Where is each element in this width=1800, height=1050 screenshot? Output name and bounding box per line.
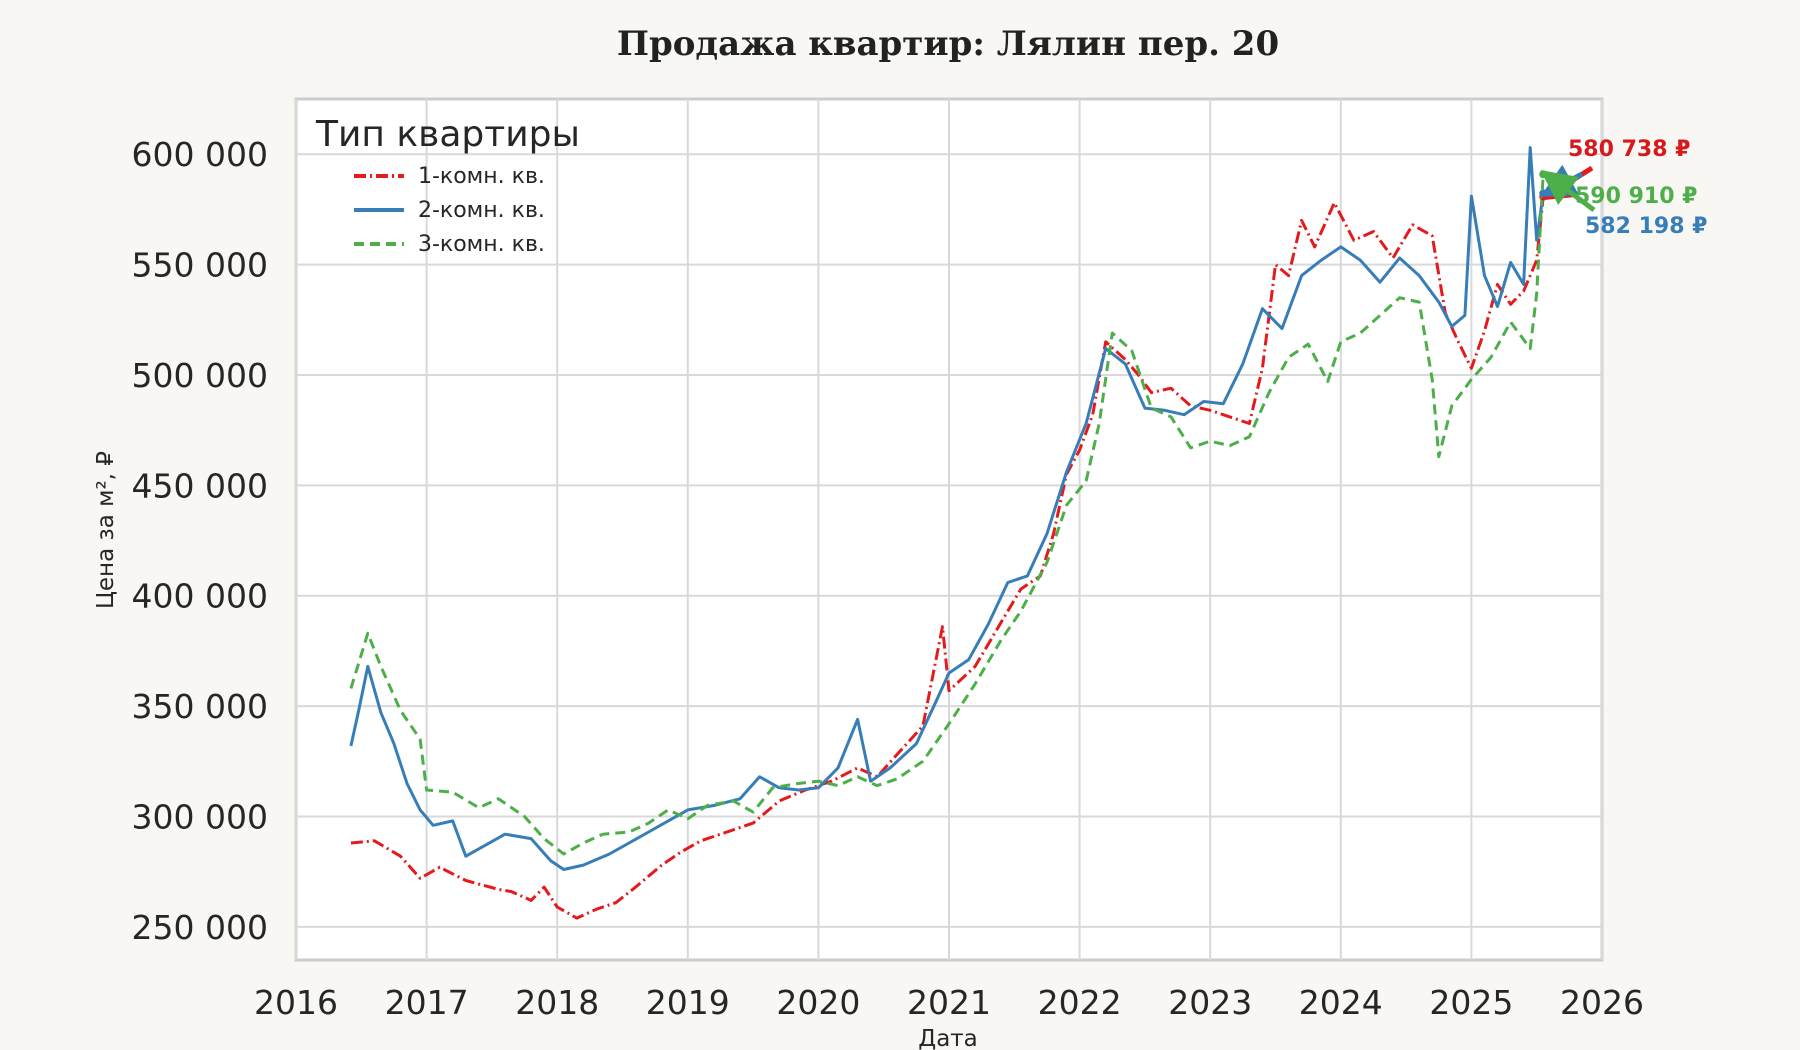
legend-title: Тип квартиры [315, 114, 580, 155]
y-axis-label: Цена за м², ₽ [93, 451, 119, 609]
y-tick-label: 350 000 [132, 687, 268, 726]
x-tick-label: 2023 [1168, 983, 1252, 1022]
y-tick-label: 600 000 [132, 135, 268, 174]
legend-entry-2k: 2-комн. кв. [354, 198, 545, 223]
series-line-1k [350, 196, 1545, 920]
arrow-3k [1540, 170, 1596, 213]
y-tick-label: 500 000 [132, 356, 268, 395]
last-value-label-3k: 590 910 ₽ [1575, 184, 1697, 209]
y-tick-label: 300 000 [132, 798, 268, 837]
x-tick-label: 2017 [385, 983, 469, 1022]
y-tick-label: 250 000 [132, 908, 268, 947]
x-tick-label: 2024 [1299, 983, 1383, 1022]
x-tick-label: 2019 [646, 983, 730, 1022]
y-tick-label: 550 000 [132, 246, 268, 285]
y-tick-label: 450 000 [132, 466, 268, 505]
legend-label-3k: 3-комн. кв. [418, 232, 545, 257]
legend-entry-3k: 3-комн. кв. [354, 232, 545, 257]
annotations [1540, 164, 1596, 213]
x-axis-ticks: 2016 2017 2018 2019 2020 2021 2022 2023 2024 2025… [254, 983, 1644, 1022]
y-axis-ticks: 250 000 300 000 350 000 400 000 450 000 500 0… [132, 135, 268, 947]
last-value-label-2k: 582 198 ₽ [1585, 214, 1707, 239]
x-axis-label: Дата [918, 1026, 978, 1050]
x-tick-label: 2026 [1560, 983, 1644, 1022]
x-tick-label: 2016 [254, 983, 338, 1022]
legend-label-2k: 2-комн. кв. [418, 198, 545, 223]
x-tick-label: 2021 [907, 983, 991, 1022]
x-tick-label: 2025 [1429, 983, 1513, 1022]
legend: Тип квартиры 1-комн. кв. 2-комн. кв. 3-к… [315, 114, 580, 257]
chart-title: Продажа квартир: Лялин пер. 20 [617, 24, 1279, 64]
x-tick-label: 2020 [776, 983, 860, 1022]
legend-entry-1k: 1-комн. кв. [354, 164, 545, 189]
legend-label-1k: 1-комн. кв. [418, 164, 545, 189]
series-line-2k [349, 146, 1545, 871]
x-tick-label: 2018 [515, 983, 599, 1022]
series-line-3k [349, 174, 1545, 856]
grid [295, 99, 1603, 960]
x-tick-label: 2022 [1038, 983, 1122, 1022]
last-value-label-1k: 580 738 ₽ [1568, 137, 1690, 162]
y-tick-label: 400 000 [132, 577, 268, 616]
